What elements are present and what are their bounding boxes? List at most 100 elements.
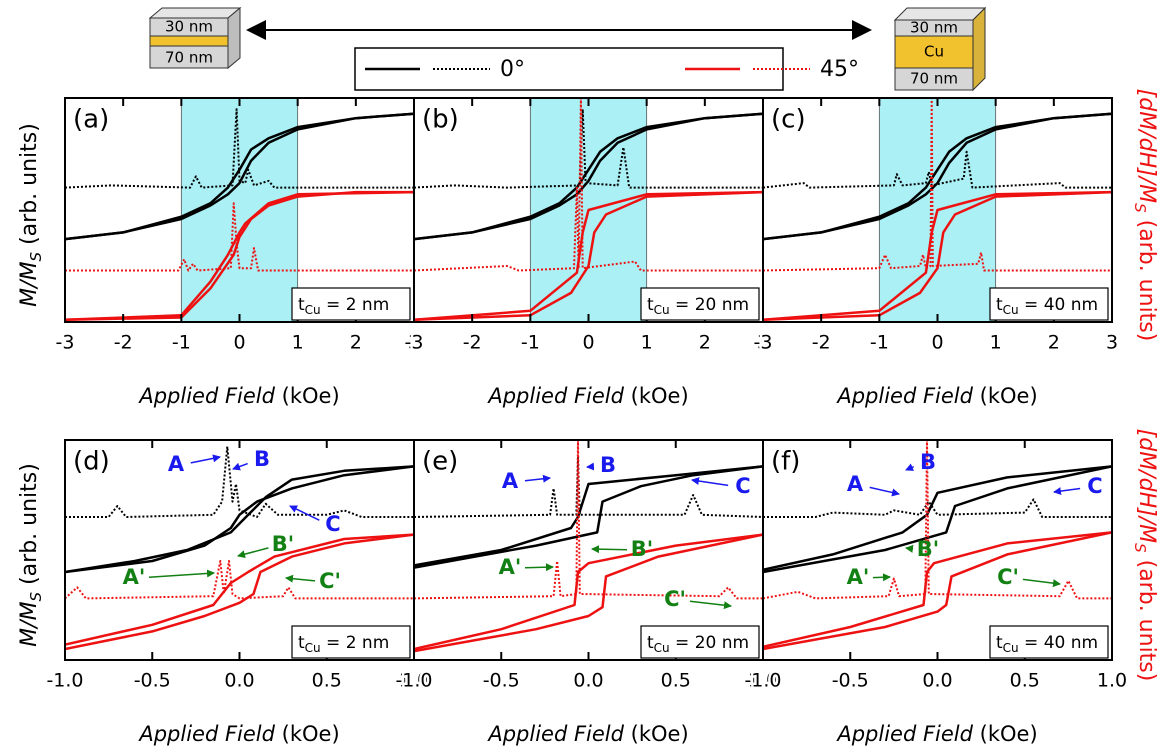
annotation-label: A [847, 472, 864, 496]
x-tick-label: 0 [931, 332, 943, 354]
panel-label: (d) [73, 447, 110, 477]
x-tick-label: -0.5 [832, 670, 869, 692]
figure: 30 nm 70 nm 30 nm Cu 70 nm 0°45° M/MS (a… [0, 0, 1163, 747]
label-part: Applied Field [486, 722, 624, 746]
annotation-arrow [191, 457, 220, 463]
annotation-arrow [692, 480, 728, 485]
label-part: Cu [654, 303, 670, 317]
x-tick-label: 1.0 [1097, 670, 1127, 692]
label-part: Applied Field [835, 722, 973, 746]
x-tick-label: -0.5 [134, 670, 171, 692]
annotation-label: B [254, 447, 270, 471]
x-tick-label: -3 [405, 332, 424, 354]
label-part: Applied Field [835, 384, 973, 408]
label-part: Cu [654, 641, 670, 655]
x-axis-label: Applied Field (kOe) [835, 384, 1037, 408]
x-tick-label: -1 [172, 332, 191, 354]
annotation-arrow [286, 578, 315, 581]
x-tick-label: -3 [754, 332, 773, 354]
label-part: Cu [305, 303, 321, 317]
panel-label: (a) [73, 105, 109, 135]
annotation-arrow [870, 487, 899, 494]
x-tick-label: -2 [114, 332, 133, 354]
annotation-arrow [1023, 579, 1060, 584]
data-line [414, 440, 763, 598]
x-tick-label: 0 [233, 332, 245, 354]
layer-label: Cu [924, 43, 944, 61]
x-tick-label: 0.5 [661, 670, 691, 692]
x-tick-label: 1 [990, 332, 1002, 354]
annotation-arrow [525, 567, 553, 568]
label-part: (kOe) [973, 722, 1038, 746]
annotation-label: B [920, 450, 936, 474]
layer-label: 70 nm [910, 70, 958, 88]
legend-label: 0° [500, 57, 525, 82]
x-tick-label: 2 [350, 332, 362, 354]
label-part: = 40 nm [1019, 295, 1098, 315]
x-tick-label: -0.5 [483, 670, 520, 692]
label-part: Cu [1003, 303, 1019, 317]
legend-label: 45° [820, 57, 859, 82]
x-tick-label: 0.0 [224, 670, 254, 692]
x-tick-label: -2 [463, 332, 482, 354]
panel-label: (c) [771, 105, 806, 135]
label-part: = 2 nm [321, 295, 390, 315]
y2-axis-label: [dM/dH]/MS (arb. units) [1132, 429, 1160, 682]
annotation-label: A' [499, 555, 522, 579]
label-part: S [27, 591, 45, 601]
panel: -1.0-0.50.00.51.0(f)tCu = 40 nmApplied F… [744, 440, 1127, 746]
label-part: = 40 nm [1019, 633, 1098, 653]
label-part: (arb. units) [17, 463, 42, 592]
annotation-arrow [525, 478, 550, 481]
y-axis-label: M/MS (arb. units) [17, 463, 45, 647]
label-part: = 2 nm [321, 633, 390, 653]
layer-label: 30 nm [910, 19, 958, 37]
x-tick-label: -1.0 [395, 670, 432, 692]
annotation-label: B [600, 453, 616, 477]
x-tick-label: 2 [699, 332, 711, 354]
annotation-arrow [238, 548, 268, 556]
data-line [763, 440, 1112, 598]
label-part: M/M [17, 261, 42, 306]
label-part: Cu [1003, 641, 1019, 655]
annotation-label: A [168, 452, 185, 476]
label-part: (kOe) [973, 384, 1038, 408]
label-part: Applied Field [137, 384, 275, 408]
annotation-arrow [233, 464, 248, 469]
x-tick-label: 1 [292, 332, 304, 354]
annotation-label: C' [319, 569, 341, 593]
x-tick-label: 0.5 [312, 670, 342, 692]
label-part: [dM/dH]/M [1134, 429, 1159, 543]
data-line [65, 447, 414, 517]
x-tick-label: -1 [521, 332, 540, 354]
annotation-label: C' [997, 565, 1019, 589]
annotation-arrow [906, 467, 914, 470]
panel-label: (f) [771, 447, 800, 477]
x-tick-label: -1.0 [744, 670, 781, 692]
left-sample: 30 nm 70 nm [150, 8, 240, 68]
annotation-arrow [290, 506, 319, 520]
label-part: [dM/dH]/M [1134, 89, 1159, 203]
layer-label: 30 nm [165, 18, 213, 36]
annotation-label: C [325, 512, 340, 536]
annotation-label: C [735, 474, 750, 498]
x-axis-label: Applied Field (kOe) [486, 384, 688, 408]
x-tick-label: -1 [870, 332, 889, 354]
data-line [763, 499, 1112, 517]
x-tick-label: 1 [641, 332, 653, 354]
annotation-label: A [502, 469, 519, 493]
label-part: Cu [305, 641, 321, 655]
panel: -3-2-10123(a)tCu = 2 nmApplied Field (kO… [56, 98, 421, 408]
annotation-label: B' [631, 537, 653, 561]
label-part: (kOe) [275, 384, 340, 408]
annotation-arrow [873, 577, 890, 578]
annotation-label: A' [123, 565, 146, 589]
annotation-label: B' [272, 532, 294, 556]
x-tick-label: 2 [1048, 332, 1060, 354]
annotation-label: C' [664, 587, 686, 611]
label-part: (arb. units) [1134, 213, 1159, 342]
x-axis-label: Applied Field (kOe) [835, 722, 1037, 746]
label-part: (kOe) [624, 384, 689, 408]
label-part: (kOe) [275, 722, 340, 746]
label-part: = 20 nm [670, 633, 749, 653]
